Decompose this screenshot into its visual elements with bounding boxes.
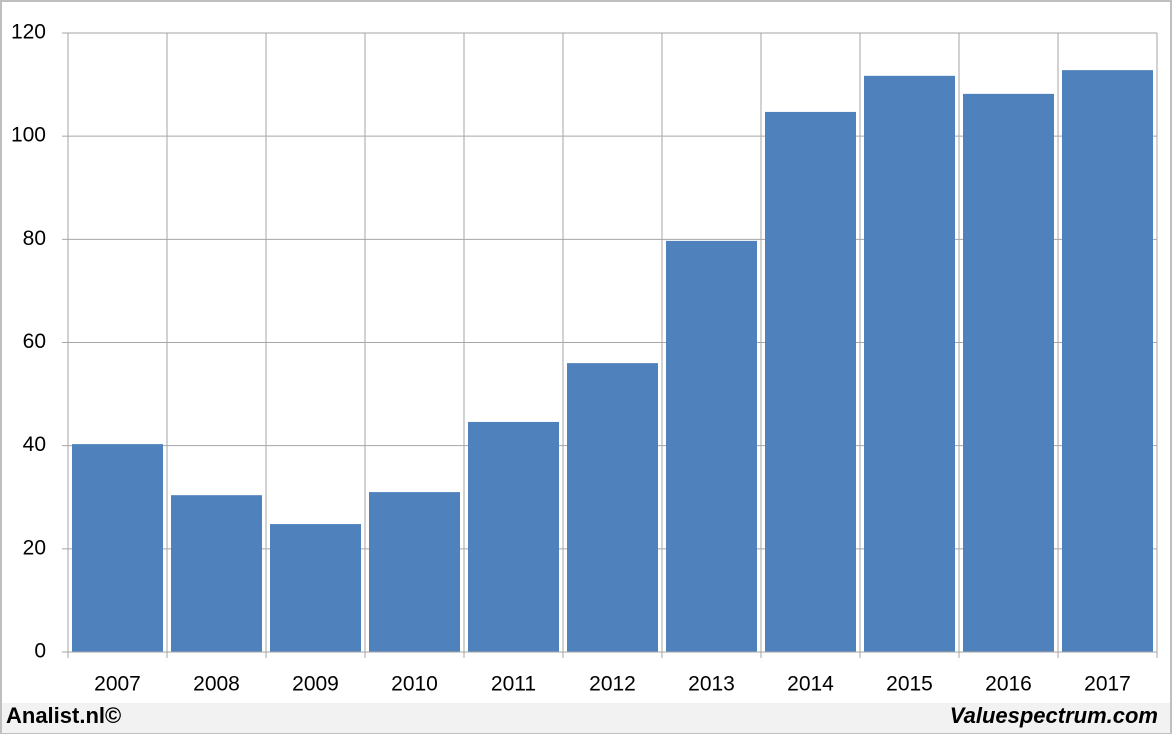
y-tick-label: 40 <box>23 433 46 456</box>
bar <box>567 363 658 652</box>
bar <box>666 240 757 652</box>
y-tick-label: 80 <box>23 227 46 250</box>
x-tick-label: 2011 <box>491 673 536 696</box>
bar <box>171 495 262 652</box>
bar <box>468 421 559 652</box>
footer-band <box>2 703 1170 733</box>
x-tick-label: 2007 <box>94 673 141 696</box>
x-tick-label: 2008 <box>193 673 240 696</box>
credit-right: Valuespectrum.com <box>950 703 1158 728</box>
x-tick-label: 2014 <box>787 673 834 696</box>
bar <box>765 111 856 653</box>
x-tick-label: 2013 <box>688 673 735 696</box>
credit-left: Analist.nl© <box>6 703 121 728</box>
x-tick-label: 2015 <box>886 673 933 696</box>
y-tick-label: 0 <box>34 640 46 663</box>
bar <box>963 93 1054 652</box>
x-tick-label: 2017 <box>1084 673 1131 696</box>
x-tick-label: 2012 <box>589 673 636 696</box>
y-tick-label: 20 <box>23 536 46 559</box>
bar <box>369 492 460 652</box>
y-tick-label: 120 <box>11 21 46 44</box>
y-tick-label: 100 <box>11 124 46 147</box>
y-tick-label: 60 <box>23 330 46 353</box>
bar <box>72 444 163 652</box>
x-tick-label: 2016 <box>985 673 1032 696</box>
bar <box>864 75 955 653</box>
bar <box>1062 70 1153 652</box>
bar <box>270 524 361 652</box>
x-tick-label: 2009 <box>292 673 339 696</box>
x-tick-label: 2010 <box>391 673 438 696</box>
